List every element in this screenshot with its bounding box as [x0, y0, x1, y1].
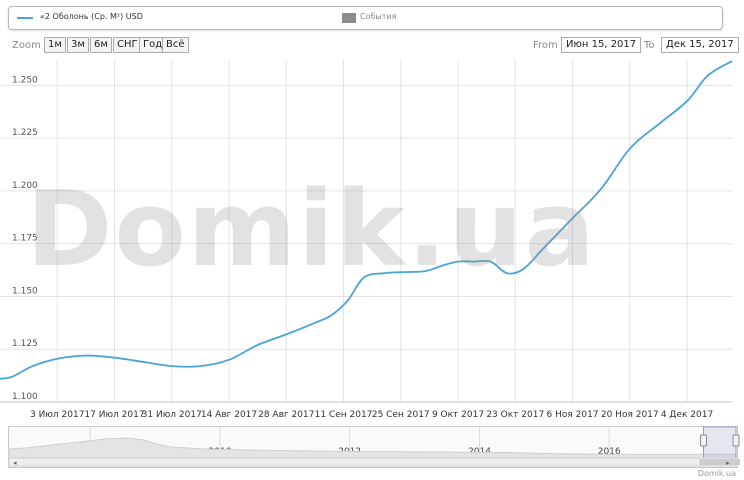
y-tick-label: 1.200 [12, 181, 38, 191]
navigator-year-label: 2016 [598, 447, 621, 457]
navigator-window [702, 426, 737, 459]
legend-events-label[interactable]: События [360, 12, 397, 21]
scroll-left-arrow-icon: ◂ [13, 459, 17, 467]
to-date-input[interactable]: Дек 15, 2017 [661, 37, 739, 53]
legend: «2 Оболонь (Ср. M²) USD События [8, 6, 723, 30]
series-line[interactable] [0, 60, 733, 380]
y-tick-label: 1.150 [12, 286, 38, 296]
x-tick-label: 3 Июл 2017 [30, 410, 84, 420]
x-tick-label: 9 Окт 2017 [432, 410, 484, 420]
y-tick-label: 1.225 [12, 128, 38, 138]
legend-series-label[interactable]: «2 Оболонь (Ср. M²) USD [40, 12, 143, 21]
grid [0, 60, 732, 403]
y-tick-label: 1.125 [12, 339, 38, 349]
navigator-area [8, 437, 737, 459]
x-tick-label: 11 Сен 2017 [315, 410, 373, 420]
navigator-scrollbar-thumb [699, 459, 740, 465]
x-tick-label: 25 Сен 2017 [372, 410, 430, 420]
y-tick-label: 1.100 [12, 392, 38, 402]
navigator-handle [699, 434, 707, 447]
x-tick-label: 14 Авг 2017 [201, 410, 257, 420]
zoom-label: Zoom [12, 40, 41, 51]
credit-link[interactable]: Domik.ua [697, 469, 736, 478]
navigator-scrollbar [8, 457, 737, 467]
events-swatch[interactable] [342, 13, 356, 23]
zoom-6m-button[interactable]: 6м [90, 37, 112, 53]
zoom-3m-button[interactable]: 3м [67, 37, 89, 53]
zoom-1m-button[interactable]: 1м [44, 37, 66, 53]
x-tick-label: 20 Ноя 2017 [601, 410, 659, 420]
y-axis-ticks: 1.100 1.125 1.150 1.175 1.200 1.225 1.250 [12, 75, 38, 402]
x-tick-label: 31 Июл 2017 [142, 410, 202, 420]
to-label: To [644, 40, 655, 51]
navigator[interactable]: 20082010201220142016◂▸ [8, 426, 740, 467]
y-tick-label: 1.250 [12, 75, 38, 85]
from-label: From [533, 40, 558, 51]
y-tick-label: 1.175 [12, 234, 38, 244]
zoom-all-button[interactable]: Всё [162, 37, 189, 53]
series-swatch[interactable] [17, 17, 33, 19]
x-tick-label: 6 Ноя 2017 [546, 410, 598, 420]
x-tick-label: 4 Дек 2017 [661, 410, 713, 420]
scroll-right-arrow-icon: ▸ [726, 459, 730, 467]
x-tick-label: 17 Июл 2017 [84, 410, 144, 420]
x-tick-label: 23 Окт 2017 [486, 410, 544, 420]
navigator-handle [732, 434, 740, 447]
x-tick-label: 28 Авг 2017 [258, 410, 314, 420]
from-date-input[interactable]: Июн 15, 2017 [561, 37, 642, 53]
